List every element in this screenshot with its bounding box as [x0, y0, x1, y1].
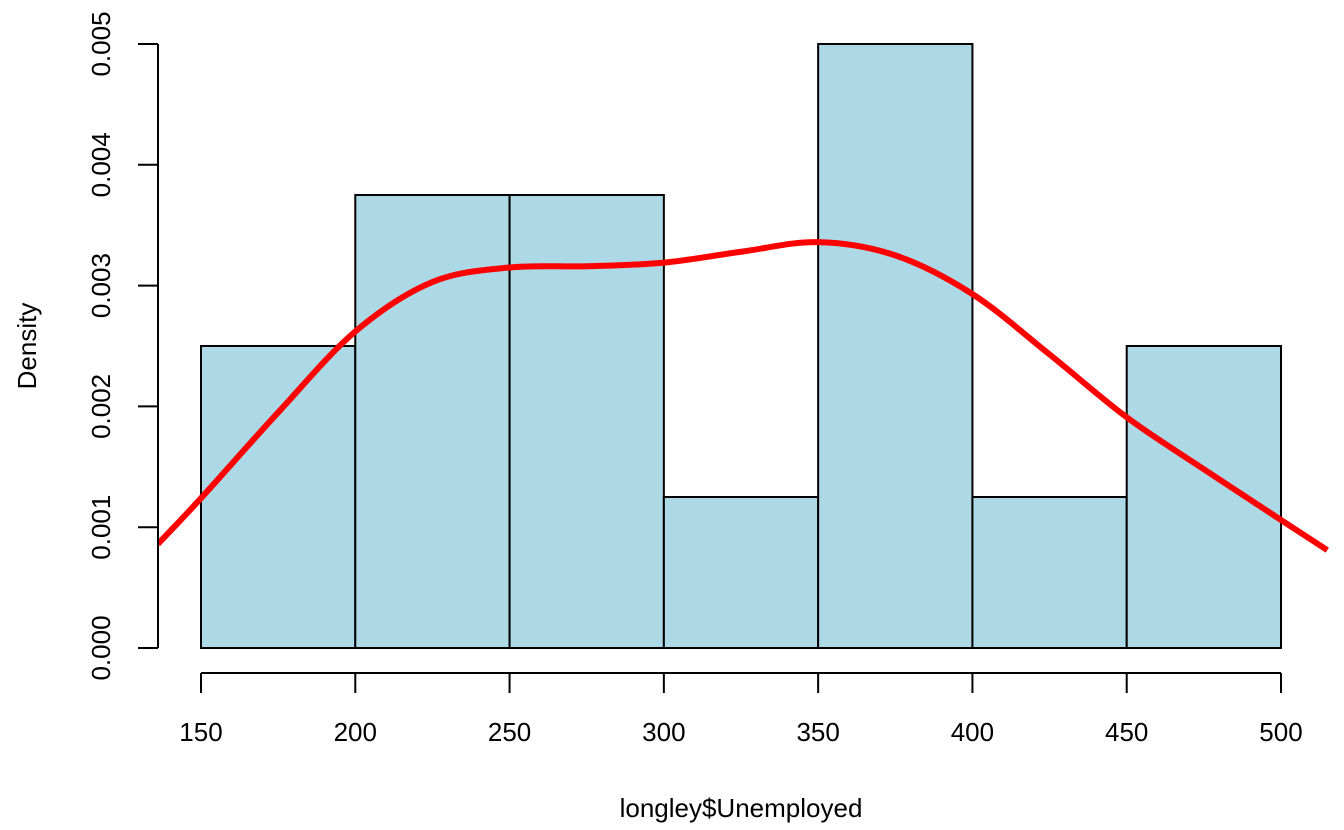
x-axis-title: longley$Unemployed — [620, 793, 863, 823]
y-tick-label: 0.003 — [86, 253, 116, 318]
histogram-bar — [971, 496, 1128, 649]
y-tick-label: 0.000 — [86, 615, 116, 680]
y-tick-label: 0.001 — [86, 495, 116, 560]
x-tick-label: 200 — [334, 717, 377, 747]
histogram-bars — [200, 43, 1282, 649]
histogram-bar — [1125, 345, 1282, 649]
y-axis-title: Density — [12, 303, 42, 390]
density-curve — [158, 239, 1329, 553]
x-axis: 150 200 250 300 350 400 450 500 — [179, 672, 1303, 747]
histogram-bar — [508, 194, 665, 649]
histogram-bar — [662, 496, 820, 649]
y-tick-label: 0.005 — [86, 11, 116, 76]
x-tick-label: 350 — [796, 717, 839, 747]
x-tick-label: 300 — [642, 717, 685, 747]
y-tick-label: 0.002 — [86, 374, 116, 439]
density-curve-layer — [158, 239, 1329, 553]
x-tick-label: 500 — [1259, 717, 1302, 747]
y-axis: 0.000 0.001 0.002 0.003 0.004 0.005 — [86, 11, 159, 681]
y-tick-label: 0.004 — [86, 132, 116, 197]
histogram-bar — [354, 194, 511, 649]
x-tick-label: 400 — [951, 717, 994, 747]
histogram-bar — [200, 345, 357, 649]
x-tick-label: 450 — [1105, 717, 1148, 747]
histogram-bar — [817, 43, 974, 649]
x-tick-label: 150 — [179, 717, 222, 747]
x-tick-label: 250 — [488, 717, 531, 747]
